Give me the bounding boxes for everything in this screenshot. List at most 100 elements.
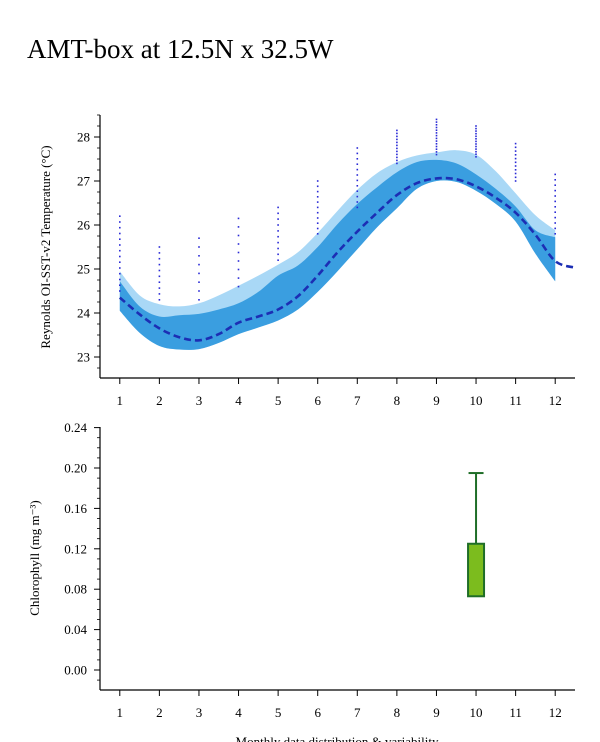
sst-data-point <box>435 121 438 123</box>
sst-data-point <box>356 190 359 192</box>
sst-data-point <box>554 189 556 192</box>
sst-data-point <box>514 172 517 175</box>
chl-x-tick-label: 10 <box>470 705 483 720</box>
sst-data-point <box>119 221 121 223</box>
sst-data-point <box>554 222 556 224</box>
sst-x-tick-label: 4 <box>235 393 242 408</box>
sst-data-point <box>475 138 477 140</box>
sst-data-point <box>396 153 398 156</box>
sst-data-point <box>158 269 161 272</box>
sst-data-point <box>277 253 279 256</box>
sst-y-tick-label: 25 <box>77 262 90 277</box>
sst-data-point <box>198 299 200 301</box>
sst-data-point <box>277 247 279 250</box>
sst-data-point <box>237 234 240 237</box>
sst-data-point <box>356 168 359 171</box>
sst-data-point <box>119 232 121 235</box>
sst-data-point <box>356 147 359 149</box>
sst-data-point <box>475 153 477 155</box>
sst-data-point <box>119 255 121 258</box>
sst-data-point <box>514 169 517 171</box>
page-title: AMT-box at 12.5N x 32.5W <box>27 34 334 64</box>
sst-data-point <box>396 132 398 135</box>
sst-data-point <box>277 259 279 261</box>
sst-data-point <box>198 255 200 257</box>
sst-data-point <box>158 246 161 248</box>
sst-data-point <box>316 180 319 182</box>
sst-data-point <box>316 227 319 230</box>
chl-x-tick-label: 6 <box>314 705 321 720</box>
sst-data-point <box>237 217 240 220</box>
sst-data-point <box>554 200 556 203</box>
sst-data-point <box>316 222 319 224</box>
chl-y-tick-label: 0.04 <box>64 622 87 637</box>
sst-data-point <box>554 216 556 219</box>
sst-data-point <box>514 165 517 167</box>
sst-data-point <box>119 272 121 275</box>
sst-data-point <box>396 144 398 147</box>
sst-data-point <box>475 127 477 130</box>
sst-data-point <box>475 125 477 127</box>
sst-data-point <box>514 146 517 149</box>
sst-data-point <box>277 212 279 215</box>
sst-x-tick-label: 6 <box>314 393 321 408</box>
sst-data-point <box>396 150 398 153</box>
sst-data-point <box>237 285 240 288</box>
sst-data-point <box>356 163 359 165</box>
sst-data-point <box>475 135 477 138</box>
sst-data-point <box>475 143 477 145</box>
sst-data-point <box>277 230 279 232</box>
sst-data-point <box>396 129 398 132</box>
chl-y-tick-label: 0.00 <box>64 663 87 678</box>
sst-data-point <box>396 162 398 165</box>
sst-y-tick-label: 24 <box>77 306 91 321</box>
sst-data-point <box>396 159 398 162</box>
sst-data-point <box>475 148 477 150</box>
sst-data-point <box>554 211 556 213</box>
sst-data-point <box>554 184 556 186</box>
sst-x-tick-label: 5 <box>275 393 282 408</box>
sst-data-point <box>158 275 161 278</box>
sst-data-point <box>237 277 240 279</box>
sst-data-point <box>316 201 319 203</box>
sst-y-tick-label: 27 <box>77 174 91 189</box>
sst-data-point <box>316 196 319 198</box>
sst-data-point <box>119 261 121 263</box>
sst-x-tick-label: 1 <box>117 393 124 408</box>
sst-data-point <box>396 156 398 159</box>
sst-data-point <box>119 226 121 229</box>
sst-x-tick-label: 7 <box>354 393 361 408</box>
sst-data-point <box>119 290 121 292</box>
sst-data-point <box>119 278 121 281</box>
sst-x-tick-label: 12 <box>549 393 562 408</box>
sst-data-point <box>356 185 359 187</box>
sst-data-point <box>554 233 556 235</box>
sst-data-point <box>554 206 556 208</box>
sst-data-point <box>237 268 240 271</box>
sst-data-point <box>435 153 438 156</box>
sst-data-point <box>554 173 556 176</box>
sst-data-point <box>396 141 398 144</box>
sst-data-point <box>514 180 517 182</box>
sst-y-tick-label: 23 <box>77 350 90 365</box>
sst-data-point <box>158 281 161 283</box>
sst-data-point <box>435 137 438 140</box>
chl-x-axis-title: Monthly data distribution & variability <box>236 734 439 742</box>
chl-y-tick-label: 0.24 <box>64 420 87 435</box>
sst-data-point <box>514 161 517 164</box>
sst-data-point <box>435 140 438 142</box>
sst-data-point <box>356 158 359 160</box>
sst-data-point <box>237 251 240 254</box>
sst-data-point <box>119 249 121 252</box>
chl-x-tick-label: 5 <box>275 705 282 720</box>
sst-data-point <box>475 156 477 158</box>
sst-data-point <box>554 195 556 197</box>
sst-data-point <box>554 227 556 230</box>
sst-data-point <box>277 224 279 226</box>
sst-data-point <box>356 152 359 155</box>
sst-data-point <box>198 290 200 292</box>
chl-x-tick-label: 7 <box>354 705 361 720</box>
sst-data-point <box>514 150 517 152</box>
sst-data-point <box>475 150 477 153</box>
